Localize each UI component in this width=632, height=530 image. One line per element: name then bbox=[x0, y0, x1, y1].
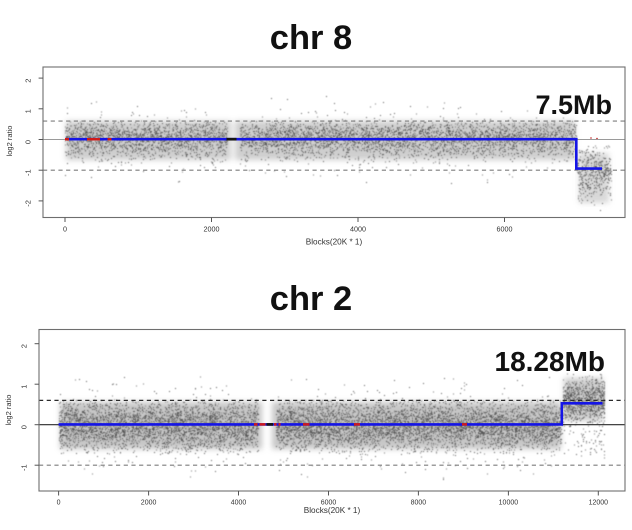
svg-text:log2 ratio: log2 ratio bbox=[4, 395, 13, 426]
svg-text:log2 ratio: log2 ratio bbox=[5, 126, 14, 157]
svg-text:chr 2: chr 2 bbox=[270, 280, 352, 318]
svg-text:chr 8: chr 8 bbox=[270, 19, 352, 57]
svg-text:-2: -2 bbox=[24, 200, 33, 207]
svg-text:-1: -1 bbox=[24, 169, 33, 176]
svg-text:1: 1 bbox=[24, 109, 33, 113]
svg-text:6000: 6000 bbox=[497, 225, 513, 234]
svg-text:0: 0 bbox=[24, 140, 33, 144]
svg-text:0: 0 bbox=[63, 225, 67, 234]
svg-text:10000: 10000 bbox=[499, 500, 519, 507]
svg-text:2000: 2000 bbox=[204, 225, 220, 234]
svg-text:18.28Mb: 18.28Mb bbox=[495, 346, 606, 377]
svg-text:-1: -1 bbox=[20, 464, 29, 471]
svg-text:12000: 12000 bbox=[589, 500, 609, 507]
svg-text:Blocks(20K * 1): Blocks(20K * 1) bbox=[304, 506, 361, 515]
svg-text:2: 2 bbox=[20, 344, 29, 348]
svg-text:8000: 8000 bbox=[411, 500, 427, 507]
svg-text:4000: 4000 bbox=[231, 500, 247, 507]
svg-text:6000: 6000 bbox=[321, 500, 337, 507]
svg-text:1: 1 bbox=[20, 385, 29, 389]
svg-text:0: 0 bbox=[20, 425, 29, 429]
svg-text:0: 0 bbox=[57, 500, 61, 507]
svg-text:7.5Mb: 7.5Mb bbox=[535, 90, 612, 120]
svg-text:2000: 2000 bbox=[141, 500, 157, 507]
svg-text:4000: 4000 bbox=[350, 225, 366, 234]
svg-text:2: 2 bbox=[24, 79, 33, 83]
svg-text:Blocks(20K * 1): Blocks(20K * 1) bbox=[306, 238, 363, 247]
